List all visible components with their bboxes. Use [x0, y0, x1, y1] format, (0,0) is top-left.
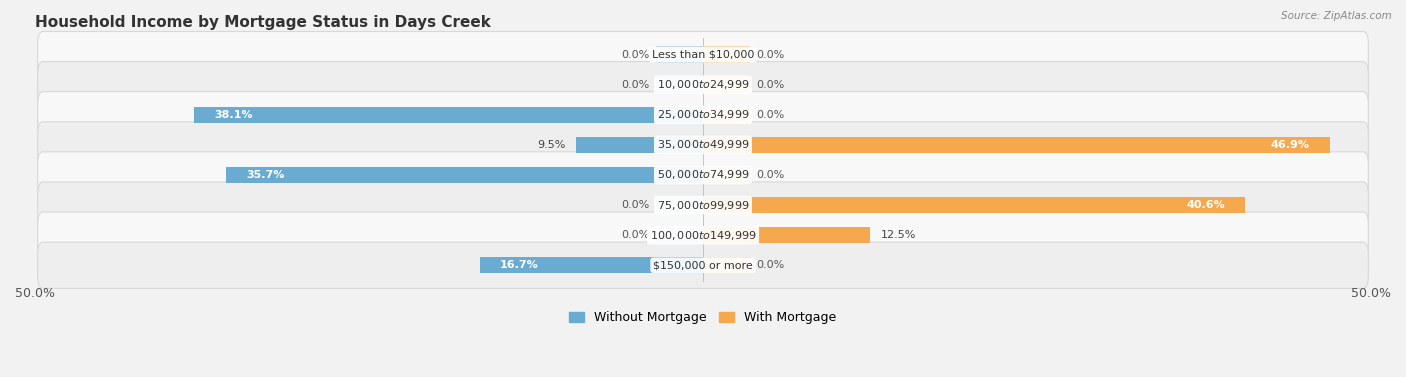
Bar	[479, 257, 703, 273]
Text: 46.9%: 46.9%	[1271, 140, 1309, 150]
Text: 0.0%: 0.0%	[756, 170, 785, 180]
FancyBboxPatch shape	[38, 122, 1368, 168]
Bar	[657, 227, 703, 244]
Text: 0.0%: 0.0%	[621, 200, 650, 210]
Text: $150,000 or more: $150,000 or more	[654, 260, 752, 270]
Text: Household Income by Mortgage Status in Days Creek: Household Income by Mortgage Status in D…	[35, 15, 491, 30]
Bar	[657, 46, 703, 63]
Bar	[703, 227, 870, 244]
Legend: Without Mortgage, With Mortgage: Without Mortgage, With Mortgage	[564, 306, 842, 329]
Text: $25,000 to $34,999: $25,000 to $34,999	[657, 108, 749, 121]
Text: $35,000 to $49,999: $35,000 to $49,999	[657, 138, 749, 152]
Bar	[703, 257, 749, 273]
Text: $100,000 to $149,999: $100,000 to $149,999	[650, 228, 756, 242]
Text: 0.0%: 0.0%	[621, 80, 650, 90]
Text: 0.0%: 0.0%	[756, 260, 785, 270]
FancyBboxPatch shape	[38, 242, 1368, 288]
Bar	[703, 77, 749, 93]
Text: $50,000 to $74,999: $50,000 to $74,999	[657, 169, 749, 181]
Bar	[657, 197, 703, 213]
Text: 0.0%: 0.0%	[621, 230, 650, 240]
Text: Less than $10,000: Less than $10,000	[652, 50, 754, 60]
Text: $75,000 to $99,999: $75,000 to $99,999	[657, 199, 749, 211]
Bar	[703, 167, 749, 183]
Text: 9.5%: 9.5%	[537, 140, 565, 150]
Text: 0.0%: 0.0%	[756, 50, 785, 60]
Bar	[657, 77, 703, 93]
FancyBboxPatch shape	[38, 92, 1368, 138]
Text: $10,000 to $24,999: $10,000 to $24,999	[657, 78, 749, 91]
Text: 0.0%: 0.0%	[756, 80, 785, 90]
FancyBboxPatch shape	[38, 182, 1368, 228]
Text: 0.0%: 0.0%	[621, 50, 650, 60]
Bar	[703, 197, 1246, 213]
Bar	[703, 107, 749, 123]
Bar	[576, 136, 703, 153]
Text: Source: ZipAtlas.com: Source: ZipAtlas.com	[1281, 11, 1392, 21]
FancyBboxPatch shape	[38, 152, 1368, 198]
FancyBboxPatch shape	[38, 32, 1368, 78]
Text: 12.5%: 12.5%	[880, 230, 917, 240]
Bar	[703, 46, 749, 63]
Text: 0.0%: 0.0%	[756, 110, 785, 120]
Text: 40.6%: 40.6%	[1187, 200, 1226, 210]
Bar	[194, 107, 703, 123]
FancyBboxPatch shape	[38, 61, 1368, 108]
Bar	[703, 136, 1330, 153]
FancyBboxPatch shape	[38, 212, 1368, 258]
Text: 16.7%: 16.7%	[501, 260, 538, 270]
Text: 38.1%: 38.1%	[214, 110, 253, 120]
Text: 35.7%: 35.7%	[246, 170, 284, 180]
Bar	[226, 167, 703, 183]
